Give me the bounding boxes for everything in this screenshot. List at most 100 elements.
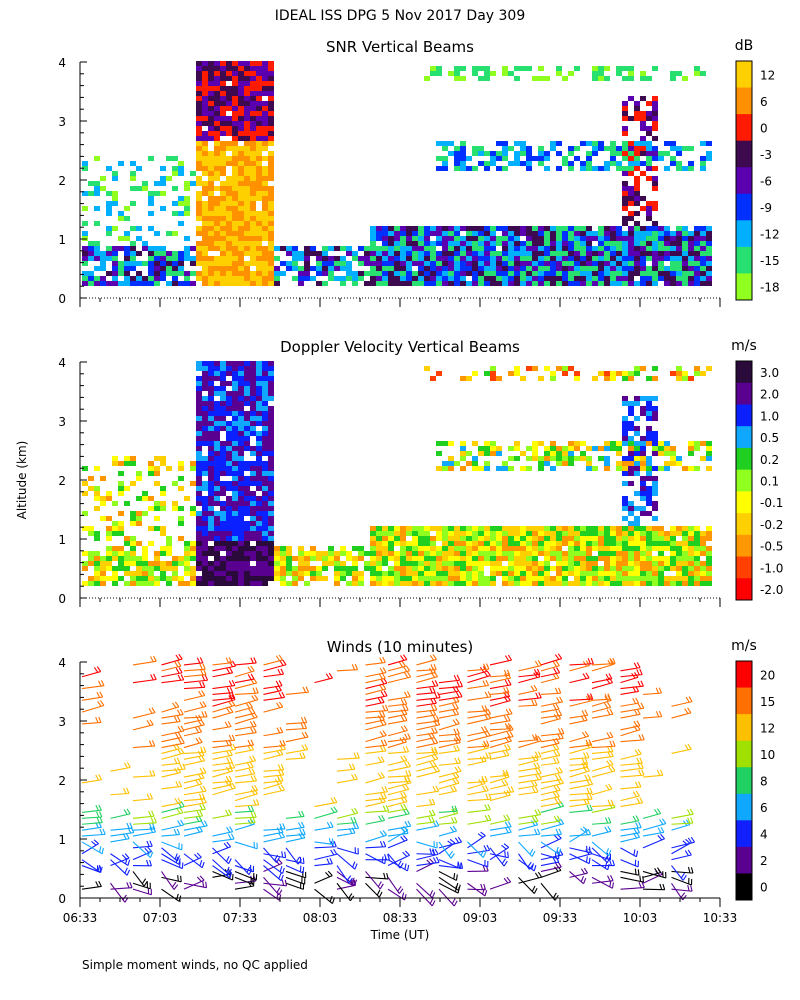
- wind-barb: [285, 716, 308, 725]
- heatmap-cell: [628, 421, 634, 426]
- heatmap-cell: [250, 201, 256, 206]
- heatmap-cell: [664, 276, 670, 281]
- heatmap-cell: [442, 276, 448, 281]
- heatmap-cell: [520, 66, 526, 71]
- heatmap-cell: [262, 486, 268, 491]
- heatmap-cell: [454, 71, 460, 76]
- heatmap-cell: [490, 366, 496, 371]
- heatmap-cell: [634, 471, 640, 476]
- heatmap-cell: [700, 226, 706, 231]
- wind-barb: [540, 791, 560, 802]
- wind-barb: [161, 747, 185, 760]
- wind-barb: [438, 718, 460, 731]
- heatmap-cell: [238, 226, 244, 231]
- heatmap-cell: [628, 461, 634, 466]
- heatmap-cell: [592, 526, 598, 531]
- heatmap-cell: [256, 136, 262, 141]
- heatmap-cell: [598, 526, 604, 531]
- heatmap-cell: [634, 266, 640, 271]
- heatmap-cell: [172, 171, 178, 176]
- heatmap-cell: [544, 251, 550, 256]
- heatmap-cell: [292, 581, 298, 586]
- heatmap-cell: [238, 216, 244, 221]
- heatmap-cell: [598, 566, 604, 571]
- wind-barb: [518, 734, 539, 743]
- heatmap-cell: [436, 281, 442, 286]
- heatmap-cell: [646, 486, 652, 491]
- heatmap-cell: [226, 556, 232, 561]
- heatmap-cell: [202, 161, 208, 166]
- heatmap-cell: [532, 541, 538, 546]
- heatmap-cell: [394, 231, 400, 236]
- heatmap-cell: [250, 551, 256, 556]
- y-tick-label: 2: [58, 774, 66, 788]
- heatmap-cell: [472, 146, 478, 151]
- wind-barb: [591, 657, 616, 666]
- heatmap-cell: [262, 101, 268, 106]
- heatmap-cell: [232, 61, 238, 66]
- heatmap-cell: [184, 201, 190, 206]
- heatmap-cell: [268, 476, 274, 481]
- heatmap-cell: [550, 231, 556, 236]
- heatmap-cell: [562, 456, 568, 461]
- heatmap-cell: [562, 231, 568, 236]
- heatmap-cell: [202, 281, 208, 286]
- wind-barb: [81, 841, 104, 855]
- heatmap-cell: [118, 486, 124, 491]
- heatmap-cell: [460, 561, 466, 566]
- heatmap-cell: [604, 456, 610, 461]
- heatmap-cell: [622, 281, 628, 286]
- heatmap-cell: [208, 371, 214, 376]
- heatmap-cell: [190, 541, 196, 546]
- heatmap-cell: [226, 391, 232, 396]
- heatmap-cell: [340, 561, 346, 566]
- heatmap-cell: [658, 256, 664, 261]
- heatmap-cell: [430, 576, 436, 581]
- heatmap-cell: [220, 486, 226, 491]
- heatmap-cell: [580, 546, 586, 551]
- wind-barb: [212, 700, 236, 713]
- heatmap-cell: [100, 571, 106, 576]
- heatmap-cell: [430, 256, 436, 261]
- wind-barb: [467, 859, 489, 868]
- heatmap-cell: [598, 536, 604, 541]
- heatmap-cell: [172, 156, 178, 161]
- wind-barb: [438, 825, 458, 837]
- heatmap-cell: [322, 556, 328, 561]
- heatmap-cell: [238, 531, 244, 536]
- heatmap-cell: [244, 186, 250, 191]
- heatmap-cell: [154, 481, 160, 486]
- colorbar-label: -15: [760, 254, 780, 268]
- heatmap-cell: [262, 226, 268, 231]
- heatmap-cell: [262, 441, 268, 446]
- wind-barb: [132, 826, 157, 837]
- heatmap-cell: [688, 536, 694, 541]
- heatmap-cell: [244, 226, 250, 231]
- heatmap-cell: [544, 256, 550, 261]
- heatmap-cell: [196, 461, 202, 466]
- colorbar-frame: [735, 660, 753, 901]
- heatmap-cell: [574, 576, 580, 581]
- heatmap-cell: [220, 386, 226, 391]
- wind-barb: [110, 761, 131, 772]
- heatmap-cell: [94, 531, 100, 536]
- heatmap-cell: [646, 241, 652, 246]
- heatmap-cell: [196, 471, 202, 476]
- heatmap-cell: [214, 541, 220, 546]
- heatmap-cell: [250, 451, 256, 456]
- heatmap-cell: [670, 456, 676, 461]
- heatmap-cell: [244, 521, 250, 526]
- heatmap-cell: [670, 76, 676, 81]
- heatmap-cell: [412, 556, 418, 561]
- heatmap-cell: [196, 106, 202, 111]
- heatmap-cell: [628, 466, 634, 471]
- heatmap-cell: [448, 151, 454, 156]
- heatmap-cell: [706, 366, 712, 371]
- heatmap-cell: [454, 526, 460, 531]
- heatmap-cell: [184, 546, 190, 551]
- heatmap-cell: [238, 406, 244, 411]
- heatmap-cell: [592, 536, 598, 541]
- heatmap-cell: [256, 111, 262, 116]
- heatmap-cell: [88, 486, 94, 491]
- heatmap-cell: [640, 236, 646, 241]
